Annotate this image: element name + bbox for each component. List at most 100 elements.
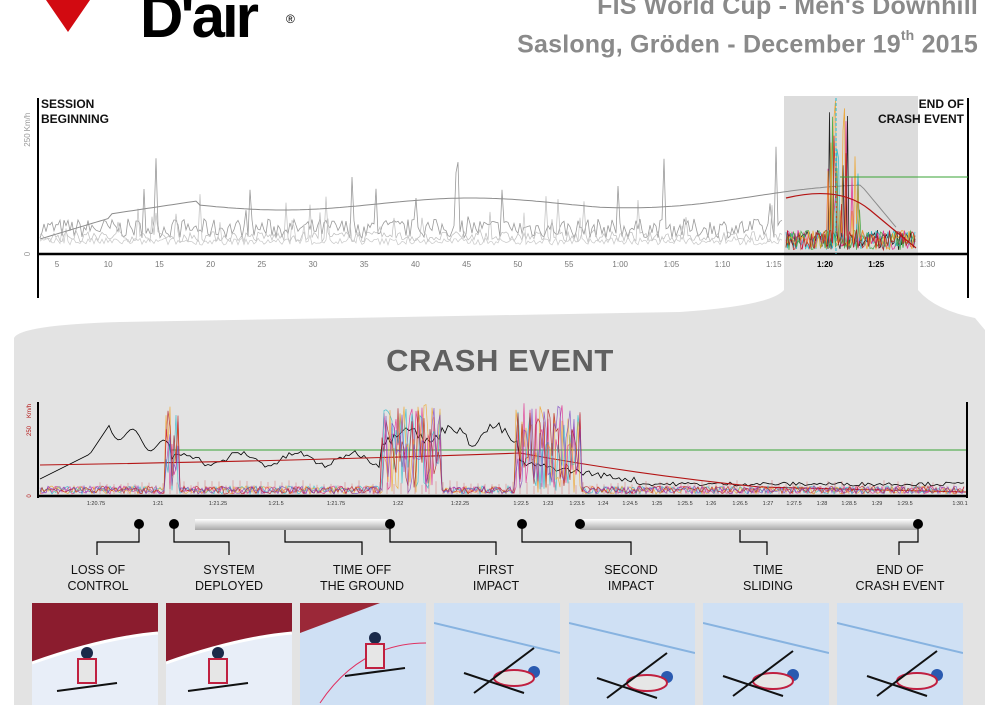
event-label-line1: SECOND	[604, 563, 658, 577]
event-label: LOSS OF CONTROL	[43, 562, 153, 594]
photo-course-line	[703, 622, 829, 654]
session-x-tick-label: 1:30	[920, 260, 936, 269]
event-label-line1: TIME	[753, 563, 783, 577]
skier-ski	[56, 682, 118, 692]
crash-sequence-photo	[434, 603, 560, 705]
event-label: SECOND IMPACT	[576, 562, 686, 594]
crash-y-unit: Km/h	[27, 404, 33, 418]
skier-ski	[344, 667, 406, 677]
crash-black-series	[39, 422, 965, 487]
photo-illustration	[434, 603, 560, 705]
crash-burst-series	[39, 405, 965, 496]
skier-body	[77, 658, 97, 684]
sliding-duration-bar	[580, 519, 918, 530]
crash-sequence-photo	[300, 603, 426, 705]
event-marker-dot	[575, 519, 585, 529]
event-connector	[173, 524, 230, 555]
session-x-tick-label: 40	[411, 260, 420, 269]
off-ground-duration-bar	[195, 519, 390, 530]
event-connector	[521, 524, 632, 555]
crash-sequence-photo	[703, 603, 829, 705]
session-series-line	[39, 212, 783, 246]
crash-x-tick-label: 1:30.1	[952, 501, 967, 507]
brand-logo-triangle	[46, 0, 90, 32]
event-label-line2: CRASH EVENT	[855, 579, 945, 593]
crash-red-series	[39, 452, 967, 493]
session-start-label: SESSION BEGINNING	[41, 97, 110, 126]
photo-course-line	[837, 622, 963, 654]
crash-speed-line	[785, 193, 917, 249]
skier-helmet	[81, 647, 93, 659]
crash-x-tick-label: 1:21.75	[327, 501, 345, 507]
event-timeline	[96, 519, 923, 555]
crash-x-tick-label: 1:25.5	[677, 501, 692, 507]
event-connector	[389, 524, 497, 555]
crash-x-tick-label: 1:22.25	[451, 501, 469, 507]
session-x-tick-label: 10	[104, 260, 113, 269]
session-series-line	[39, 194, 783, 244]
crash-x-tick-label: 1:22.5	[513, 501, 528, 507]
event-label-line2: DEPLOYED	[194, 579, 264, 593]
brand-registered-mark: ®	[286, 12, 295, 26]
session-y-unit: Km/h	[23, 113, 32, 132]
session-x-tick-label: 5	[55, 260, 60, 269]
crash-burst-series	[39, 403, 965, 496]
crash-x-tick-label: 1:21.5	[268, 501, 283, 507]
event-label: FIRST IMPACT	[441, 562, 551, 594]
session-x-tick-label: 1:00	[612, 260, 628, 269]
crash-x-tick-label: 1:22	[393, 501, 404, 507]
crash-chart: Km/h 250 0 1:20.75 1:21 1:21.25 1:21.5 1:21.75 1…	[27, 402, 968, 507]
skier-helmet	[369, 632, 381, 644]
photo-illustration	[569, 603, 695, 705]
crash-x-tick-label: 1:28.5	[841, 501, 856, 507]
skier-ski	[463, 672, 525, 694]
crash-x-tick-label: 1:29.5	[897, 501, 912, 507]
crash-x-tick-label: 1:20.75	[87, 501, 105, 507]
page-header: FIS World Cup - Men's Downhill Saslong, …	[517, 0, 978, 60]
crash-x-tick-label: 1:28	[817, 501, 828, 507]
event-label-line2: IMPACT	[472, 579, 520, 593]
skier-ski	[473, 647, 535, 694]
event-connector	[96, 524, 140, 555]
photo-snow	[434, 603, 560, 705]
crash-region-series	[785, 100, 916, 251]
crash-x-tick-label: 1:23.5	[569, 501, 584, 507]
page-title: FIS World Cup - Men's Downhill	[597, 0, 978, 20]
crash-x-tick-label: 1:26	[706, 501, 717, 507]
session-y-tick: 0	[23, 251, 32, 256]
crash-sequence-photo	[569, 603, 695, 705]
crash-y-tick: 0	[27, 494, 33, 498]
crash-sequence-photo	[837, 603, 963, 705]
session-x-tick-label: 1:05	[664, 260, 680, 269]
crash-x-tick-label: 1:26.5	[732, 501, 747, 507]
photo-illustration	[32, 603, 158, 705]
event-label-line2: THE GROUND	[319, 579, 405, 593]
event-label-line1: LOSS OF	[70, 563, 126, 577]
photo-illustration	[837, 603, 963, 705]
event-label-line1: SYSTEM	[203, 563, 255, 577]
session-x-tick-label: 25	[257, 260, 266, 269]
crash-x-tick-label: 1:24	[598, 501, 609, 507]
event-label: TIME SLIDING	[713, 562, 823, 594]
session-x-tick-label: 1:20	[817, 260, 834, 269]
event-connector	[284, 530, 363, 555]
session-x-tick-label: 20	[206, 260, 215, 269]
photo-course-line	[569, 622, 695, 654]
brand-logo: D'air	[140, 0, 259, 50]
skier-helmet	[212, 647, 224, 659]
crash-sequence-photo	[166, 603, 292, 705]
session-x-tick-label: 1:10	[715, 260, 731, 269]
event-label: SYSTEM DEPLOYED	[174, 562, 284, 594]
skier-ski	[596, 677, 658, 699]
session-x-tick-label: 1:25	[868, 260, 885, 269]
skier-ski	[866, 675, 928, 697]
photo-banner-edge	[166, 631, 292, 665]
session-x-tick-label: 30	[309, 260, 318, 269]
session-x-tick-label: 1:15	[766, 260, 782, 269]
crash-x-tick-label: 1:24.5	[622, 501, 637, 507]
photo-banner	[32, 603, 158, 663]
crash-sequence-photo	[32, 603, 158, 705]
crash-x-tick-label: 1:27.5	[786, 501, 801, 507]
